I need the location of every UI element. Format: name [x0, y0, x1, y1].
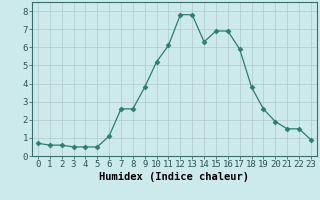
X-axis label: Humidex (Indice chaleur): Humidex (Indice chaleur)	[100, 172, 249, 182]
